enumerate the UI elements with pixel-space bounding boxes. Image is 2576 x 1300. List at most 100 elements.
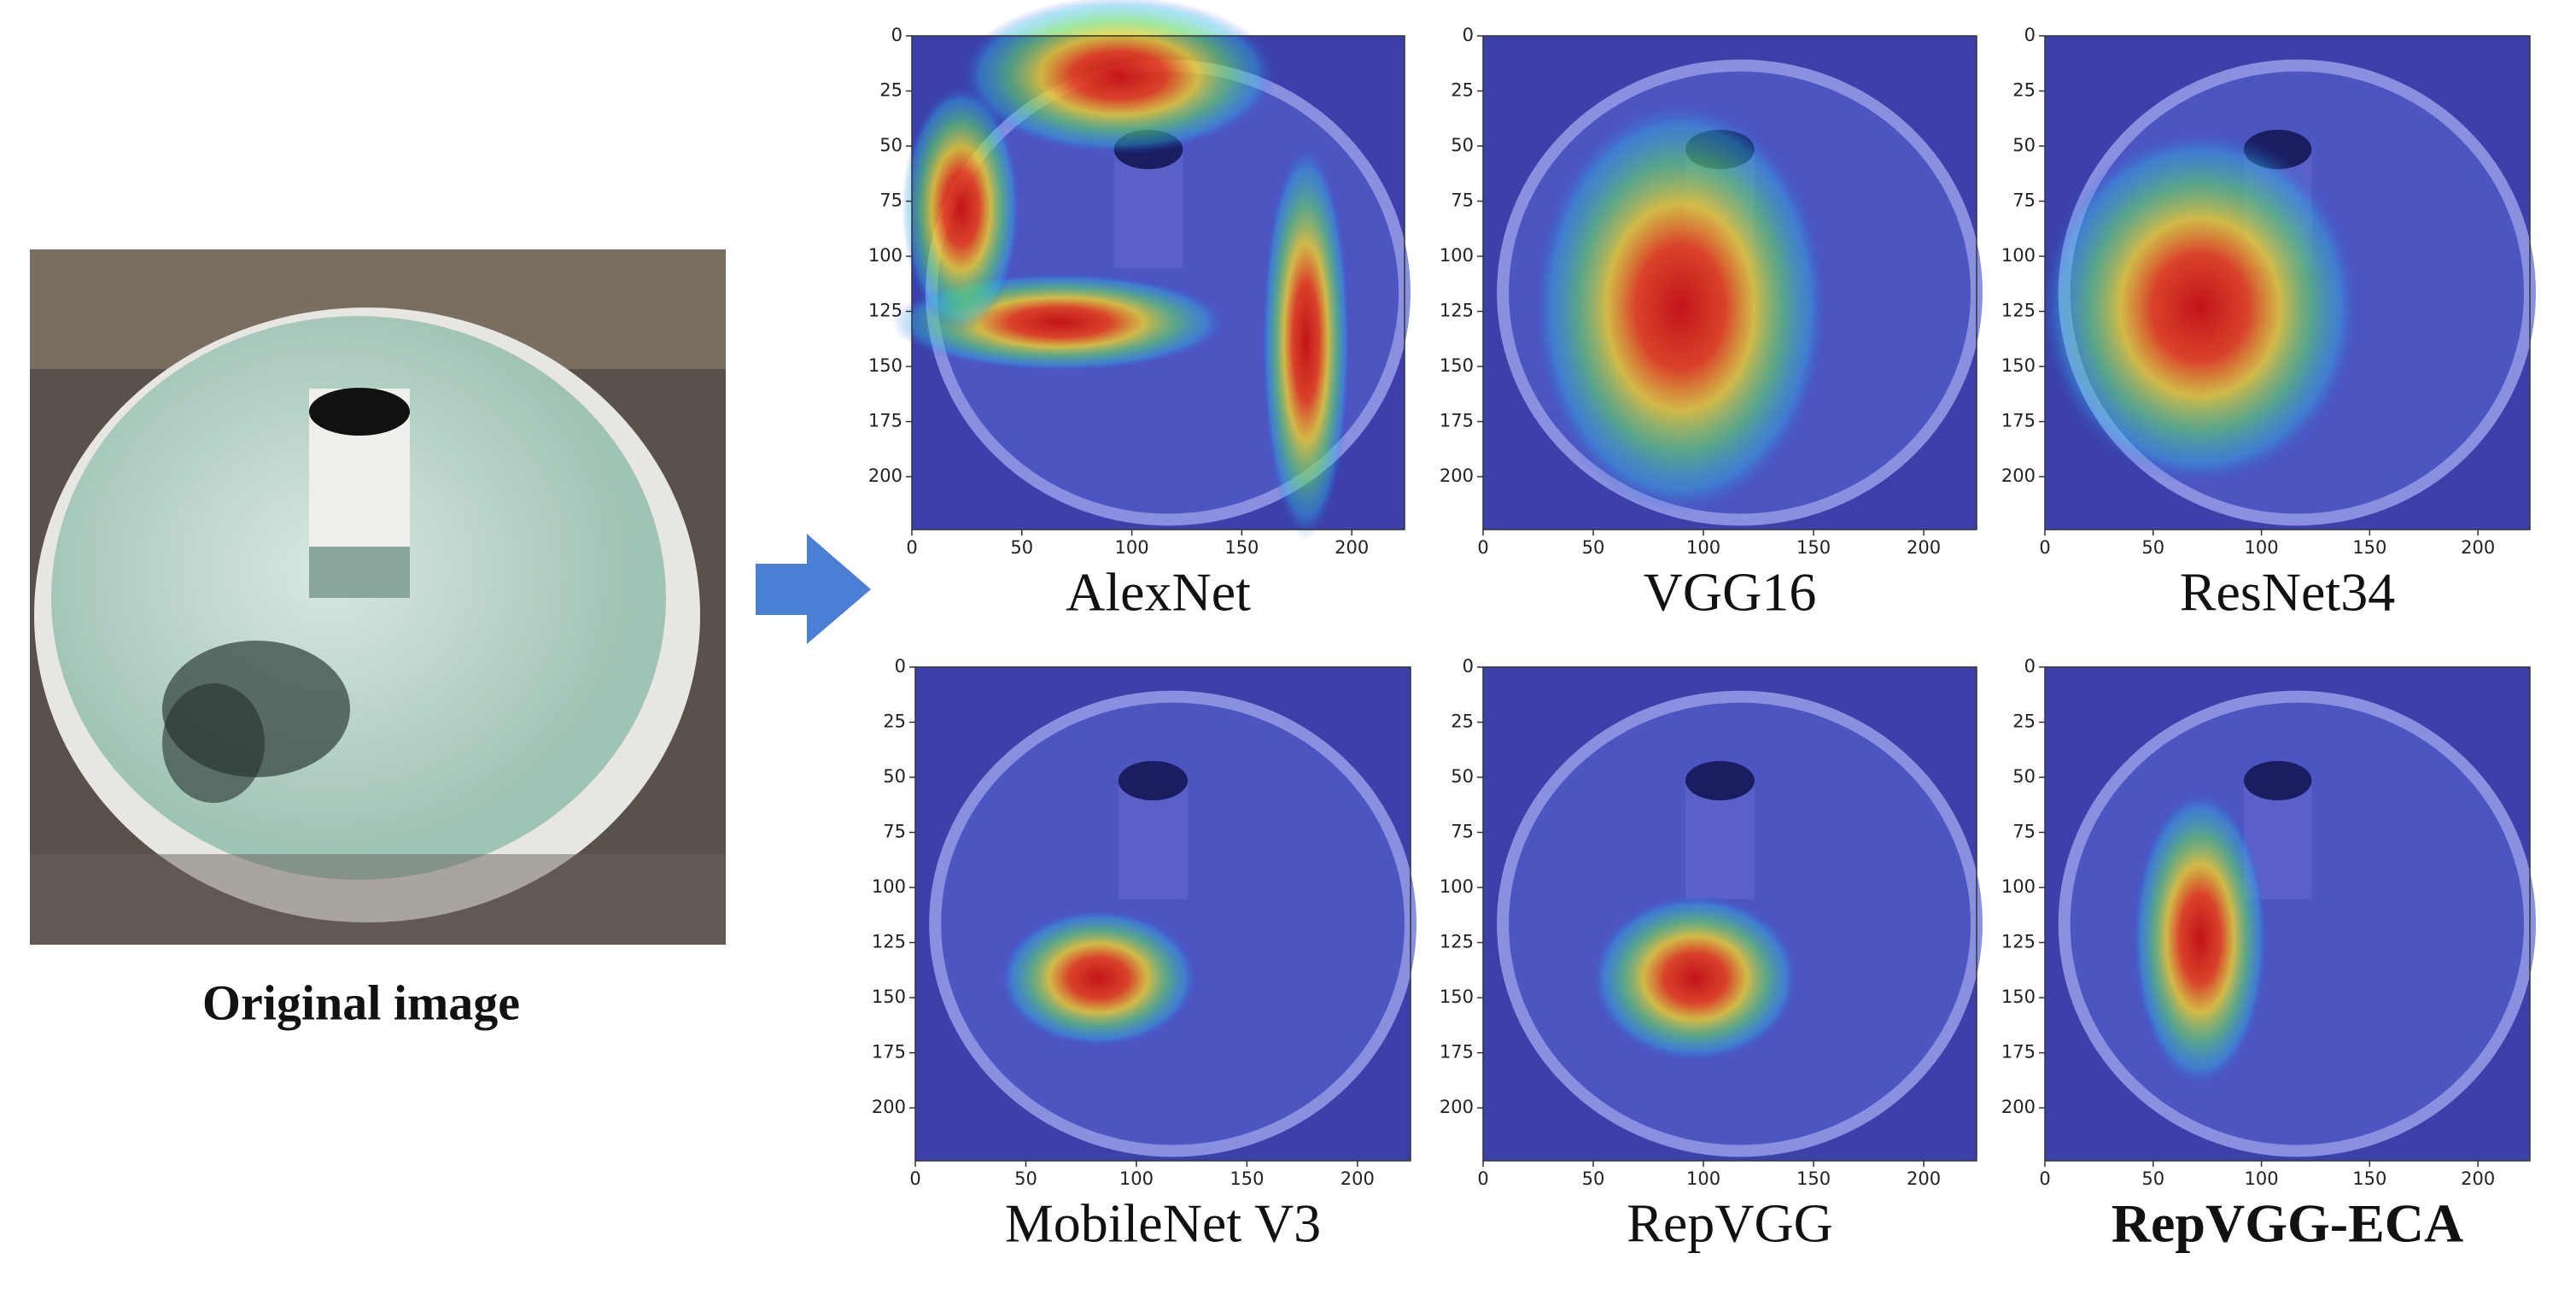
heat-spot <box>2132 790 2269 1087</box>
x-tick-label: 50 <box>1014 1168 1037 1189</box>
x-tick-label: 150 <box>1796 1168 1831 1189</box>
y-tick-label: 100 <box>868 245 902 266</box>
x-tick-label: 50 <box>2141 537 2164 558</box>
y-tick-label: 125 <box>1440 301 1474 321</box>
x-tick-label: 100 <box>2245 1168 2279 1189</box>
y-tick-label: 100 <box>2001 876 2036 897</box>
x-tick-label: 0 <box>1477 1168 1488 1189</box>
x-tick-label: 0 <box>906 537 917 558</box>
x-tick-label: 0 <box>1477 537 1488 558</box>
x-tick-label: 50 <box>1582 1168 1605 1189</box>
heat-spot <box>999 909 1198 1048</box>
x-tick-label: 50 <box>1010 537 1033 558</box>
heat-spot <box>1592 893 1799 1063</box>
y-tick-label: 125 <box>2001 932 2036 952</box>
y-tick-label: 0 <box>1463 25 1474 45</box>
y-tick-label: 25 <box>879 80 902 101</box>
panel-frame <box>2044 35 2531 530</box>
y-tick-label: 150 <box>2001 987 2036 1007</box>
heat-spot <box>902 85 1020 332</box>
y-tick-label: 25 <box>2012 711 2036 732</box>
x-tick-label: 0 <box>2039 1168 2050 1189</box>
x-tick-label: 200 <box>1907 537 1941 558</box>
heatmap-panel: 0 50 100 150 200 0 25 50 75 100 125 150 175 200 RepVGG <box>1440 656 1983 1254</box>
panel-title: RepVGG-ECA <box>2112 1193 2463 1254</box>
heatmap-panel: 0 50 100 150 200 0 25 50 75 100 125 150 175 200 RepVGG… <box>2001 656 2537 1254</box>
y-tick-label: 150 <box>868 355 902 376</box>
y-tick-label: 25 <box>1451 80 1474 101</box>
panel-title: AlexNet <box>1066 562 1251 623</box>
y-tick-label: 200 <box>872 1097 906 1117</box>
panel-frame <box>1482 35 1977 530</box>
y-tick-label: 75 <box>883 822 906 842</box>
y-tick-label: 200 <box>2001 1097 2036 1117</box>
x-tick-label: 100 <box>1686 1168 1720 1189</box>
panel-title: ResNet34 <box>2180 562 2395 623</box>
panel-title: RepVGG <box>1627 1193 1833 1254</box>
heatmap-panel: 0 50 100 150 200 0 25 50 75 100 125 150 175 200 Mobile… <box>872 656 1417 1254</box>
x-tick-label: 0 <box>909 1168 920 1189</box>
y-tick-label: 150 <box>1440 355 1474 376</box>
heatmap-panel: 0 50 100 150 200 0 25 50 75 100 125 150 175 200 ResNet… <box>2001 25 2537 623</box>
y-tick-label: 200 <box>868 466 902 486</box>
y-tick-label: 175 <box>1440 1042 1474 1063</box>
y-tick-label: 25 <box>883 711 906 732</box>
y-tick-label: 50 <box>2012 766 2036 787</box>
arrow <box>756 534 871 644</box>
y-tick-label: 25 <box>1451 711 1474 732</box>
x-tick-label: 200 <box>2461 537 2495 558</box>
x-tick-label: 100 <box>1686 537 1720 558</box>
panel-frame <box>911 35 1405 530</box>
caption: Original image <box>202 975 520 1030</box>
x-tick-label: 200 <box>1907 1168 1941 1189</box>
x-tick-label: 150 <box>1796 537 1831 558</box>
y-tick-label: 0 <box>895 656 906 676</box>
y-tick-label: 125 <box>872 932 906 952</box>
y-tick-label: 175 <box>872 1042 906 1063</box>
x-tick-label: 200 <box>2461 1168 2495 1189</box>
heat-spot <box>1532 100 1829 515</box>
heat-spot <box>2040 129 2361 485</box>
y-tick-label: 0 <box>1463 656 1474 676</box>
x-tick-label: 100 <box>1115 537 1149 558</box>
y-tick-label: 200 <box>1440 466 1474 486</box>
x-tick-label: 200 <box>1341 1168 1375 1189</box>
y-tick-label: 175 <box>868 411 902 431</box>
y-tick-label: 0 <box>891 25 902 45</box>
y-tick-label: 150 <box>872 987 906 1007</box>
y-tick-label: 75 <box>879 190 902 211</box>
y-tick-label: 175 <box>1440 411 1474 431</box>
x-tick-label: 0 <box>2039 537 2050 558</box>
x-tick-label: 200 <box>1335 537 1369 558</box>
x-tick-label: 150 <box>1224 537 1259 558</box>
y-tick-label: 50 <box>879 135 902 155</box>
pipe-top <box>2243 760 2312 801</box>
pipe-top <box>1685 760 1755 801</box>
y-tick-label: 75 <box>1451 822 1474 842</box>
original-image <box>30 249 726 945</box>
x-tick-label: 100 <box>1119 1168 1154 1189</box>
pipe-top <box>1118 760 1188 801</box>
panel-title: MobileNet V3 <box>1005 1193 1321 1254</box>
y-tick-label: 100 <box>872 876 906 897</box>
panel-frame <box>1482 666 1977 1162</box>
x-tick-label: 150 <box>2352 537 2386 558</box>
y-tick-label: 200 <box>2001 466 2036 486</box>
heat-spot <box>1261 144 1351 540</box>
y-tick-label: 50 <box>1451 766 1474 787</box>
y-tick-label: 125 <box>1440 932 1474 952</box>
y-tick-label: 150 <box>2001 355 2036 376</box>
y-tick-label: 50 <box>1451 135 1474 155</box>
y-tick-label: 75 <box>2012 190 2036 211</box>
heat-spot <box>961 0 1276 155</box>
y-tick-label: 175 <box>2001 1042 2036 1063</box>
y-tick-label: 75 <box>2012 822 2036 842</box>
panel-frame <box>914 666 1411 1162</box>
y-tick-label: 25 <box>2012 80 2036 101</box>
x-tick-label: 150 <box>1230 1168 1264 1189</box>
y-tick-label: 150 <box>1440 987 1474 1007</box>
y-tick-label: 50 <box>2012 135 2036 155</box>
y-tick-label: 100 <box>2001 245 2036 266</box>
panel-title: VGG16 <box>1644 562 1817 623</box>
